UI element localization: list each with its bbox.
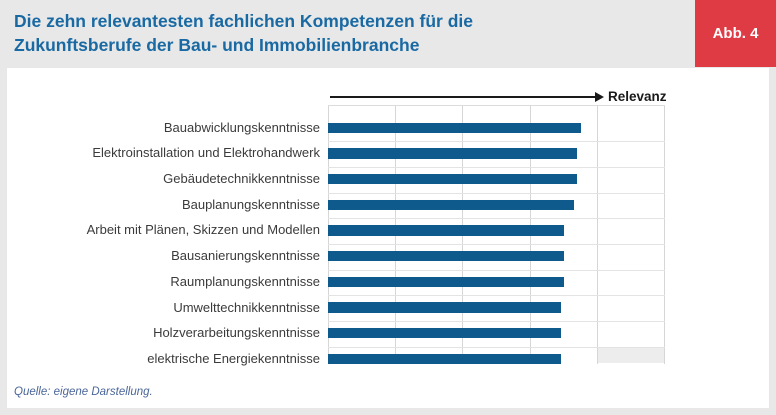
category-label: Bauplanungskenntnisse — [181, 196, 320, 212]
row-separator — [328, 270, 665, 271]
category-label: Bauabwicklungskenntnisse — [163, 119, 320, 135]
bar — [328, 122, 581, 133]
right-arrow-icon — [595, 92, 604, 102]
bar — [328, 225, 564, 236]
category-label: Holzverarbeitungskenntnisse — [153, 325, 320, 341]
row-separator — [328, 193, 665, 194]
bar — [328, 250, 564, 262]
bar — [328, 302, 561, 313]
figure-number-label: Abb. 4 — [712, 25, 759, 42]
bar — [328, 148, 577, 159]
gridline-v — [664, 106, 665, 364]
source-note: Quelle: eigene Darstellung. — [14, 386, 153, 398]
bar — [328, 276, 564, 288]
row-separator — [328, 218, 665, 219]
shaded-band — [598, 348, 664, 363]
row-separator — [328, 167, 665, 168]
figure-number-badge: Abb. 4 — [695, 0, 776, 67]
category-label: Gebäudetechnikkenntnisse — [163, 171, 320, 187]
bar — [328, 199, 574, 211]
row-separator — [328, 295, 665, 296]
row-separator — [328, 244, 665, 245]
figure-title: Die zehn relevantesten fachlichen Kompet… — [14, 11, 473, 55]
row-separator — [328, 347, 665, 348]
bar — [328, 353, 561, 365]
gridline-v — [597, 106, 598, 364]
bar — [328, 173, 577, 185]
bar — [328, 327, 561, 339]
category-label: Umwelttechnikkenntnisse — [173, 299, 320, 315]
row-separator — [328, 321, 665, 322]
category-label: elektrische Energiekenntnisse — [147, 350, 320, 366]
category-label: Arbeit mit Plänen, Skizzen und Modellen — [86, 222, 320, 238]
category-label: Raumplanungskenntnisse — [170, 273, 320, 289]
row-separator — [328, 141, 665, 142]
x-axis-arrow-line — [330, 96, 595, 98]
category-label: Bausanierungskenntnisse — [171, 248, 320, 264]
category-label: Elektroinstallation und Elektrohandwerk — [92, 145, 320, 161]
x-axis-label: Relevanz — [608, 89, 667, 104]
